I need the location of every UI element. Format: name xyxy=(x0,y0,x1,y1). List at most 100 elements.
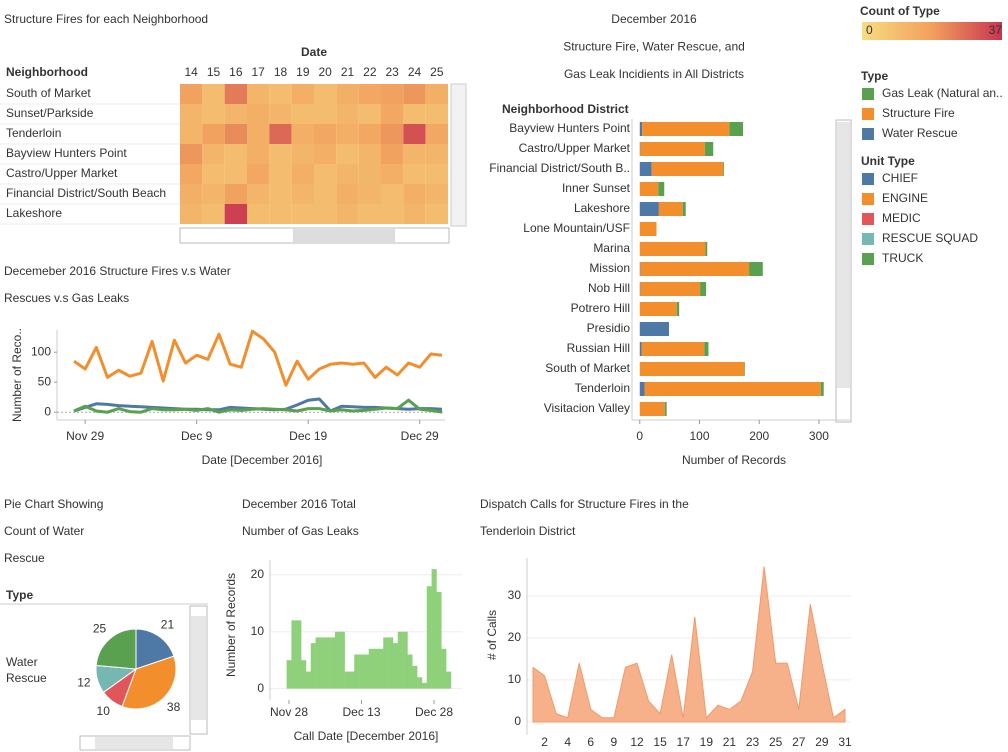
chart-title: Structure Fire, Water Rescue, and xyxy=(563,40,745,54)
bar-segment xyxy=(644,382,821,396)
heat-cell xyxy=(269,84,292,104)
heat-cell xyxy=(291,184,314,204)
bar-segment xyxy=(749,262,763,276)
y-tick-label: 20 xyxy=(251,567,265,581)
heat-cell xyxy=(381,84,404,104)
bar-segment xyxy=(639,362,745,376)
heat-cell xyxy=(314,124,337,144)
column-label: 24 xyxy=(408,65,422,79)
bar-segment xyxy=(729,122,744,136)
chart-title: Rescues v.s Gas Leaks xyxy=(4,291,129,305)
bar xyxy=(334,631,341,689)
bar xyxy=(315,637,321,689)
x-tick-label: 6 xyxy=(587,735,594,749)
bar-segment xyxy=(639,402,665,416)
y-tick-label: 20 xyxy=(508,630,522,644)
heat-cell xyxy=(425,144,448,164)
scroll-thumb[interactable] xyxy=(293,229,395,242)
x-axis-label: Number of Records xyxy=(682,453,786,467)
x-tick-label: 31 xyxy=(838,735,852,749)
bar-segment xyxy=(700,282,707,296)
y-tick-label: 100 xyxy=(31,344,51,358)
category-label: Bayview Hunters Point xyxy=(509,121,630,135)
bar xyxy=(421,682,428,689)
x-tick-label: Dec 13 xyxy=(342,705,380,719)
legend-swatch xyxy=(862,88,874,100)
bar-segment xyxy=(639,262,641,276)
x-tick-label: 17 xyxy=(677,735,691,749)
heat-cell xyxy=(224,164,247,184)
heat-cell xyxy=(403,104,426,124)
chart-title: Dispatch Calls for Structure Fires in th… xyxy=(480,497,689,511)
x-tick-label: 25 xyxy=(769,735,783,749)
column-label: 17 xyxy=(251,65,265,79)
heat-cell xyxy=(224,184,247,204)
heat-cell xyxy=(425,104,448,124)
scroll-thumb[interactable] xyxy=(95,737,173,749)
row-header: Neighborhood xyxy=(6,65,88,79)
category-label: Inner Sunset xyxy=(562,181,631,195)
bar xyxy=(392,643,399,689)
scroll-thumb[interactable] xyxy=(191,616,206,720)
heat-cell xyxy=(425,164,448,184)
heat-cell xyxy=(381,164,404,184)
row-header: Type xyxy=(6,588,33,602)
legend-label: Water Rescue xyxy=(882,126,958,140)
bar xyxy=(388,637,394,689)
x-tick-label: 15 xyxy=(653,735,667,749)
chart-title: Number of Gas Leaks xyxy=(242,524,359,538)
category-label: Marina xyxy=(593,241,630,255)
column-label: 22 xyxy=(363,65,377,79)
bar xyxy=(373,648,379,689)
x-tick-label: Nov 29 xyxy=(66,429,104,443)
heat-cell xyxy=(381,104,404,124)
category-label: Nob Hill xyxy=(588,281,630,295)
legend-swatch xyxy=(862,213,874,225)
heat-cell xyxy=(224,84,247,104)
legend-swatch xyxy=(862,108,874,120)
bar-segment xyxy=(639,342,642,356)
row-label: Bayview Hunters Point xyxy=(6,146,127,160)
heat-cell xyxy=(202,164,225,184)
value-label: 10 xyxy=(97,704,111,718)
bar xyxy=(305,671,312,689)
scrollbar[interactable] xyxy=(450,83,467,227)
bar-segment xyxy=(723,162,724,176)
x-tick-label: Dec 19 xyxy=(289,429,327,443)
heat-cell xyxy=(224,124,247,144)
column-label: 20 xyxy=(318,65,332,79)
bar xyxy=(291,620,297,689)
bar xyxy=(402,631,408,689)
bar-segment xyxy=(642,122,730,136)
heat-cell xyxy=(291,164,314,184)
category-label: Potrero Hill xyxy=(571,301,630,315)
y-tick-label: 0 xyxy=(257,681,264,695)
y-tick-label: 10 xyxy=(251,624,265,638)
column-label: 25 xyxy=(430,65,444,79)
bar-segment xyxy=(639,282,641,296)
pie-slice xyxy=(121,655,177,710)
chart-title: Rescue xyxy=(4,551,45,565)
legend-label: Gas Leak (Natural an.. xyxy=(882,86,1003,100)
legend-title: Count of Type xyxy=(860,4,940,18)
bar-segment xyxy=(704,142,714,156)
bar xyxy=(310,643,316,689)
bar xyxy=(296,620,302,689)
y-tick-label: 0 xyxy=(514,714,521,728)
y-tick-label: 10 xyxy=(508,672,522,686)
chart-title: Count of Water xyxy=(4,524,84,538)
heat-cell xyxy=(381,184,404,204)
heat-cell xyxy=(336,104,359,124)
heat-cell xyxy=(314,144,337,164)
bar-segment xyxy=(639,182,659,196)
heat-cell xyxy=(291,144,314,164)
bar-segment xyxy=(658,202,683,216)
x-tick-label: 2 xyxy=(541,735,548,749)
scroll-thumb[interactable] xyxy=(837,122,850,388)
heat-cell xyxy=(224,144,247,164)
chart-title: December 2016 Total xyxy=(242,497,356,511)
bar xyxy=(325,637,331,689)
category-label: South of Market xyxy=(545,361,630,375)
x-axis-label: Call Date [December 2016] xyxy=(294,729,439,743)
